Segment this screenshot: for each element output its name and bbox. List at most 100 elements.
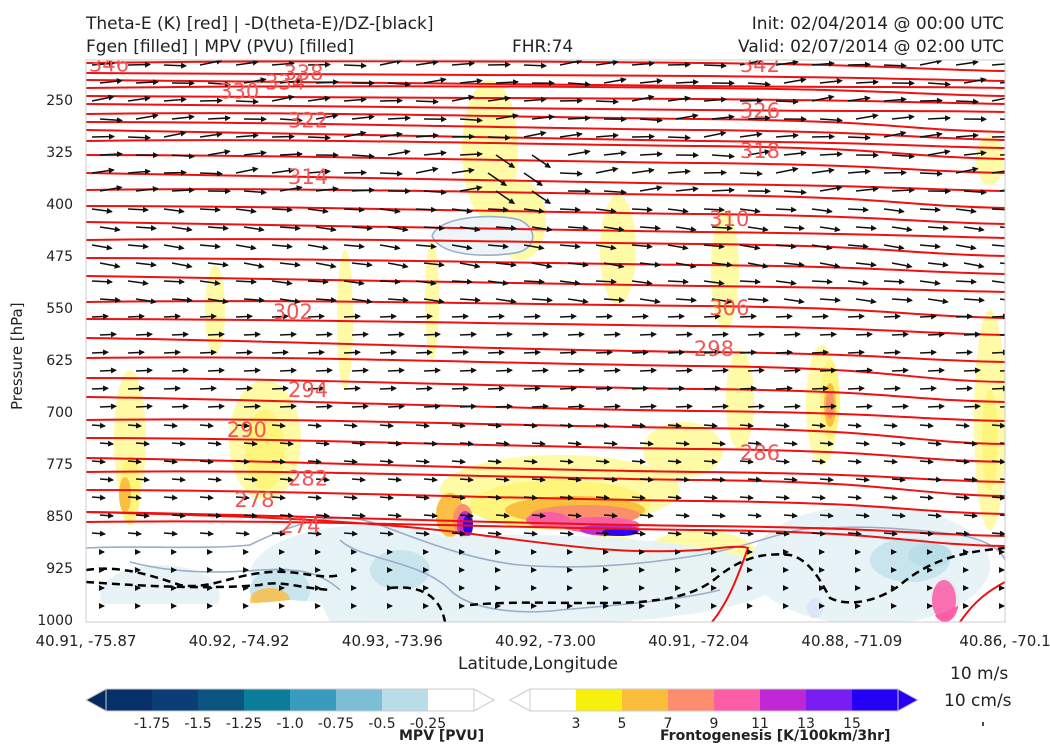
wind-vector: [99, 185, 123, 192]
wind-vector: [495, 154, 515, 169]
wind-vector: [415, 206, 437, 213]
fill-blob: [643, 422, 723, 478]
wind-vector: [747, 403, 765, 410]
wind-vector: [703, 458, 718, 465]
x-tick-label: 40.91, -75.87: [35, 632, 137, 650]
wind-key-label-ms: 10 m/s: [950, 664, 1009, 684]
wind-vector: [495, 331, 513, 338]
theta-e-label: 310: [709, 207, 749, 231]
wind-vector: [163, 130, 187, 138]
wind-vector: [811, 60, 835, 67]
wind-vector: [235, 98, 259, 105]
wind-vector: [235, 207, 257, 214]
wind-vector: [459, 78, 483, 85]
wind-vector: [315, 79, 339, 86]
wind-vector: [127, 95, 151, 102]
x-tick-label: 40.92, -73.00: [495, 632, 596, 650]
wind-vector: [891, 512, 906, 519]
wind-vector: [747, 331, 765, 338]
wind-vector: [199, 243, 221, 250]
wind-vector: [495, 476, 510, 483]
wind-vector: [351, 114, 375, 121]
wind-vector: [603, 476, 618, 483]
wind-vector: [91, 458, 106, 465]
wind-vector: [451, 207, 473, 214]
wind-vector: [963, 476, 978, 483]
wind-vector: [927, 149, 951, 156]
wind-vector: [531, 154, 551, 169]
wind-vector: [559, 422, 574, 429]
wind-vector: [279, 78, 303, 85]
wind-vector: [459, 297, 481, 304]
wind-vector: [163, 278, 185, 285]
fill-blob: [976, 135, 1004, 185]
wind-vector: [163, 494, 178, 501]
wind-vector: [271, 349, 289, 356]
colorbar-tick-label: -1.0: [276, 716, 304, 732]
wind-vector: [127, 134, 151, 141]
wind-vector: [415, 422, 430, 429]
wind-vector: [127, 243, 149, 250]
wind-vector: [531, 226, 553, 233]
wind-vector: [279, 225, 301, 232]
wind-vector: [739, 385, 757, 392]
colorbar-swatch: [106, 689, 153, 711]
wind-vector: [163, 313, 181, 320]
wind-vector: [703, 313, 721, 320]
wind-vector: [351, 476, 366, 483]
wind-vector: [307, 313, 325, 320]
wind-vector: [307, 422, 322, 429]
wind-vector: [271, 206, 293, 213]
wind-vector: [423, 77, 447, 84]
wind-vector: [819, 512, 834, 519]
mpv-colorbar-title: MPV [PVU]: [399, 728, 485, 744]
wind-vector: [559, 313, 577, 320]
wind-vector: [775, 313, 793, 320]
wind-vector: [387, 367, 405, 374]
colorbar-tick-label: 11: [751, 716, 769, 732]
wind-vector: [279, 476, 294, 483]
wind-vector: [271, 422, 286, 429]
wind-vector: [883, 349, 901, 356]
wind-vector: [739, 458, 754, 465]
wind-vector: [307, 95, 331, 102]
wind-vector: [919, 422, 934, 429]
colorbar-tick-label: -0.5: [368, 716, 396, 732]
wind-vector: [379, 244, 401, 251]
wind-vector: [955, 422, 970, 429]
colorbar-tick-label: -1.25: [225, 716, 263, 732]
wind-vector: [999, 478, 1005, 481]
fgen-colorbar: [508, 688, 920, 712]
wind-vector: [91, 530, 106, 537]
wind-vector: [343, 385, 361, 392]
theta-e-label: 278: [234, 488, 274, 512]
wind-vector: [855, 261, 877, 268]
wind-vector: [199, 206, 221, 213]
wind-vector: [739, 244, 761, 251]
wind-vector: [999, 405, 1005, 408]
wind-vector: [163, 207, 185, 214]
wind-vector: [495, 225, 517, 232]
wind-vector: [639, 403, 657, 410]
wind-vector: [883, 494, 898, 501]
wind-vector: [451, 458, 466, 465]
wind-key-label-cms: 10 cm/s: [944, 691, 1012, 711]
wind-vector: [991, 244, 1005, 247]
wind-vector: [675, 79, 699, 86]
wind-vector: [343, 530, 358, 537]
wind-vector: [279, 440, 294, 447]
wind-vector: [523, 458, 538, 465]
wind-vector: [711, 225, 733, 232]
wind-vector: [171, 297, 193, 304]
wind-vector: [387, 115, 411, 122]
wind-vector: [171, 153, 195, 160]
colorbar-swatch: [244, 689, 291, 711]
wind-vector: [991, 313, 1005, 320]
colorbar-swatch: [852, 689, 899, 711]
wind-vector: [667, 313, 685, 320]
wind-vector: [415, 458, 430, 465]
wind-vector: [415, 279, 437, 286]
theta-e-label: 334: [265, 71, 305, 95]
wind-vector: [963, 331, 981, 338]
